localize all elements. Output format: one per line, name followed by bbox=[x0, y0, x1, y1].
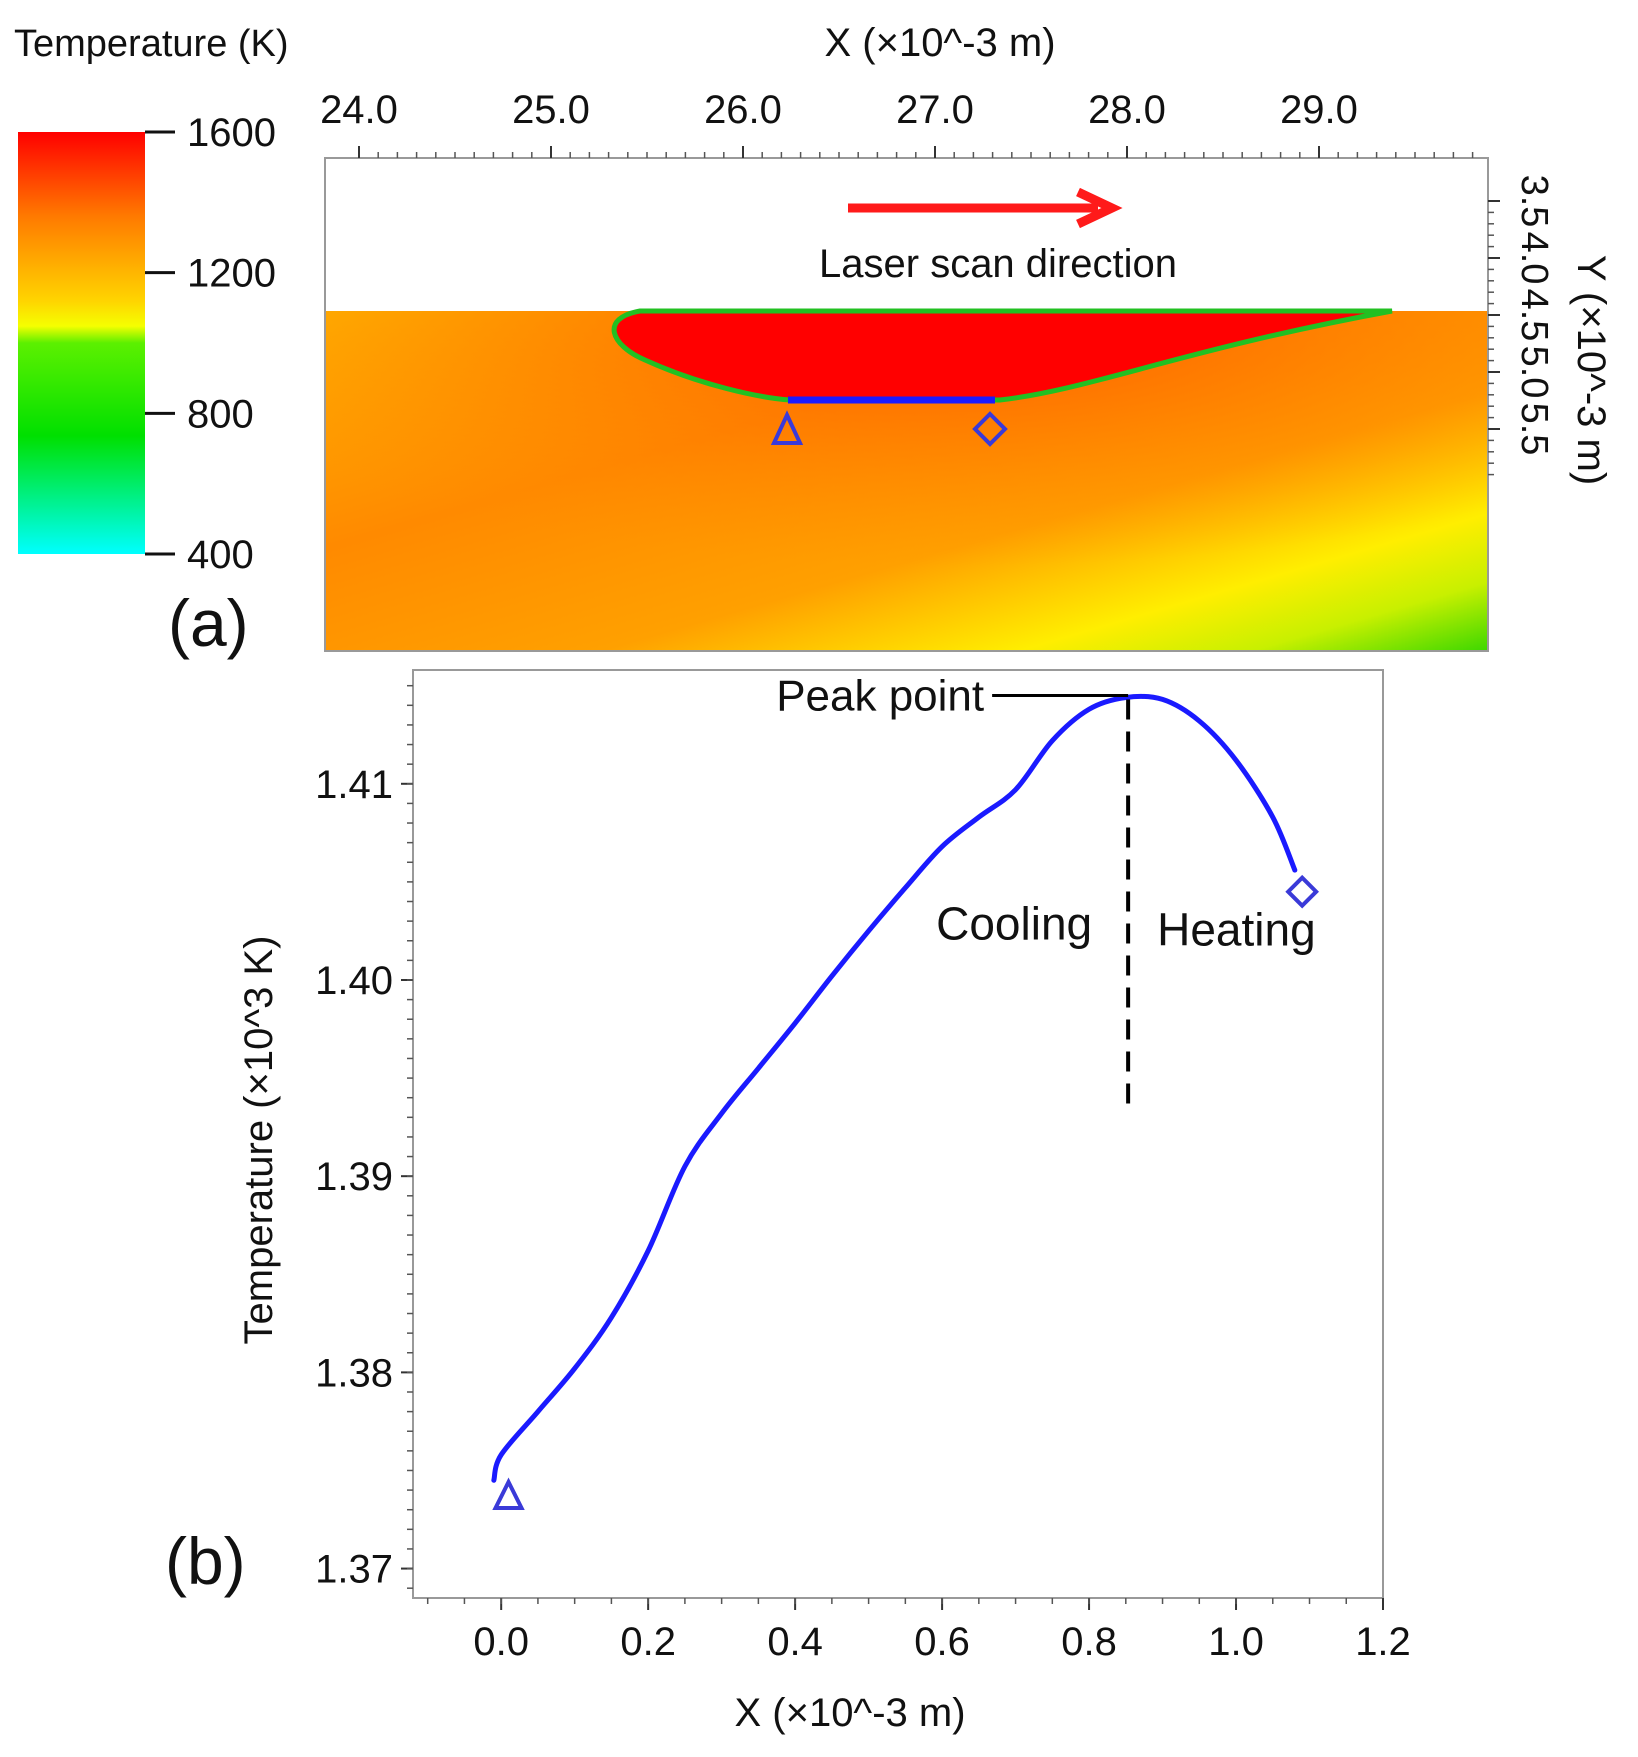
panel-a-label: (a) bbox=[168, 586, 249, 660]
temperature-series-line bbox=[491, 693, 1298, 1483]
panel-a-y-ticks: 3.54.04.55.05.5 bbox=[1488, 175, 1555, 476]
chart-x-tick-label: 0.6 bbox=[914, 1620, 970, 1664]
triangle-marker-a bbox=[770, 410, 804, 445]
colorbar-tick-label: 400 bbox=[187, 533, 254, 577]
chart-y-tick-label: 1.39 bbox=[315, 1155, 393, 1199]
triangle-marker-b bbox=[492, 1477, 525, 1510]
heating-label: Heating bbox=[1157, 904, 1316, 956]
panel-a-x-tick-label: 29.0 bbox=[1280, 88, 1358, 132]
chart-x-ticks: 0.0 0.2 0.4 0.6 0.8 1.0 1.2 bbox=[426, 1598, 1411, 1664]
scan-direction-label: Laser scan direction bbox=[819, 242, 1177, 286]
diamond-marker-b bbox=[1285, 874, 1319, 909]
cooling-label: Cooling bbox=[936, 898, 1092, 950]
panel-a: Laser scan direction 24.0 25.0 26.0 27.0 28.… bbox=[168, 21, 1613, 660]
panel-a-x-tick-label: 27.0 bbox=[896, 88, 974, 132]
chart-y-ticks: 1.37 1.38 1.39 1.40 1.41 bbox=[315, 684, 413, 1592]
colorbar-title: Temperature (K) bbox=[14, 23, 289, 65]
colorbar-tick-label: 800 bbox=[187, 392, 254, 436]
panel-a-y-tick-label: 4.5 bbox=[1513, 289, 1555, 342]
chart-x-axis-title: X (×10^-3 m) bbox=[734, 1691, 965, 1735]
chart-y-tick-label: 1.37 bbox=[315, 1548, 393, 1592]
panel-a-y-tick-label: 3.5 bbox=[1513, 175, 1555, 228]
chart-plot-frame bbox=[412, 669, 1384, 1599]
chart-y-tick-label: 1.40 bbox=[315, 959, 393, 1003]
panel-a-x-tick-label: 25.0 bbox=[512, 88, 590, 132]
colorbar-tick-label: 1200 bbox=[187, 252, 276, 296]
chart-x-tick-label: 0.0 bbox=[473, 1620, 529, 1664]
chart-x-tick-label: 0.8 bbox=[1061, 1620, 1117, 1664]
colorbar bbox=[18, 132, 145, 554]
chart-x-tick-label: 0.2 bbox=[620, 1620, 676, 1664]
panel-a-x-ticks: 24.0 25.0 26.0 27.0 28.0 29.0 bbox=[320, 88, 1474, 158]
peak-point-label: Peak point bbox=[776, 672, 984, 721]
panel-a-y-title: Y (×10^-3 m) bbox=[1569, 255, 1613, 485]
panel-a-y-tick-label: 5.0 bbox=[1513, 346, 1555, 399]
panel-a-y-tick-label: 5.5 bbox=[1513, 403, 1555, 456]
chart-y-tick-label: 1.41 bbox=[315, 763, 393, 807]
chart-x-tick-label: 0.4 bbox=[767, 1620, 823, 1664]
panel-a-x-tick-label: 28.0 bbox=[1088, 88, 1166, 132]
panel-a-x-tick-label: 26.0 bbox=[704, 88, 782, 132]
panel-a-x-title: X (×10^-3 m) bbox=[824, 21, 1055, 65]
colorbar-ticks: 1600 1200 800 400 bbox=[145, 111, 276, 577]
chart-y-tick-label: 1.38 bbox=[315, 1351, 393, 1395]
colorbar-tick-label: 1600 bbox=[187, 111, 276, 155]
diamond-marker-a bbox=[972, 411, 1008, 447]
panel-a-x-tick-label: 24.0 bbox=[320, 88, 398, 132]
panel-b: 0.0 0.2 0.4 0.6 0.8 1.0 1.2 1.371.381.391.401.… bbox=[165, 669, 1411, 1735]
melt-pool bbox=[611, 308, 1393, 403]
chart-x-tick-label: 1.2 bbox=[1355, 1620, 1411, 1664]
panel-a-y-tick-label: 4.0 bbox=[1513, 232, 1555, 285]
chart-y-axis-title: Temperature (×10^3 K) bbox=[237, 936, 281, 1345]
scan-direction-arrow bbox=[848, 187, 1123, 229]
panel-b-label: (b) bbox=[165, 1524, 246, 1598]
chart-x-tick-label: 1.0 bbox=[1208, 1620, 1264, 1664]
